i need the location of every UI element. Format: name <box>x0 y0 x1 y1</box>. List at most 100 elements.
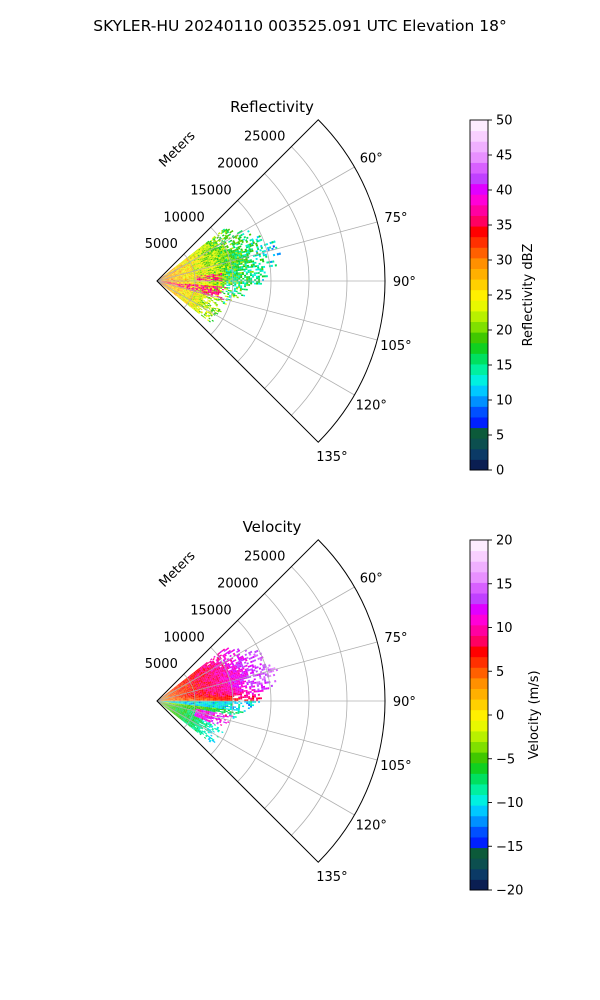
reflectivity-cell <box>192 285 195 287</box>
reflectivity-cell <box>162 278 165 279</box>
reflectivity-cell <box>177 263 180 266</box>
velocity-cell <box>207 681 210 683</box>
reflectivity-cell <box>186 278 189 280</box>
velocity-cell <box>213 690 216 692</box>
reflectivity-cell <box>204 276 207 278</box>
reflectivity-cell <box>235 246 238 250</box>
velocity-cell <box>246 669 250 672</box>
reflectivity-cell <box>171 287 174 289</box>
reflectivity-cell <box>215 297 219 300</box>
reflectivity-cell <box>257 266 260 269</box>
reflectivity-cell <box>183 270 186 272</box>
reflectivity-cell <box>188 276 191 278</box>
reflectivity-cell <box>195 309 198 311</box>
reflectivity-cell <box>173 272 176 274</box>
reflectivity-cell <box>192 254 195 256</box>
velocity-cell <box>213 671 216 674</box>
velocity-cell <box>174 696 177 697</box>
reflectivity-cell <box>226 264 229 267</box>
velocity-cell <box>176 690 179 693</box>
reflectivity-cell <box>176 290 179 292</box>
velocity-cell <box>221 665 225 668</box>
velocity-cell <box>192 677 195 680</box>
velocity-cell <box>207 661 211 664</box>
velocity-cell <box>197 674 200 677</box>
reflectivity-cell <box>211 319 214 322</box>
reflectivity-cell <box>162 283 165 285</box>
velocity-cell <box>207 664 210 667</box>
reflectivity-cell <box>258 262 261 265</box>
reflectivity-cell <box>234 274 237 276</box>
velocity-cell <box>225 688 228 691</box>
reflectivity-cell <box>255 268 258 271</box>
reflectivity-cell <box>188 273 191 275</box>
velocity-cell <box>196 693 199 695</box>
velocity-cell <box>199 682 202 684</box>
reflectivity-cell <box>202 244 205 247</box>
reflectivity-cell <box>238 275 241 277</box>
velocity-cell <box>225 687 228 689</box>
velocity-cell <box>257 693 260 696</box>
reflectivity-cell <box>215 246 218 249</box>
velocity-cell <box>172 691 175 693</box>
reflectivity-cell <box>226 256 229 259</box>
velocity-cell <box>197 670 200 673</box>
velocity-cell <box>164 696 167 698</box>
velocity-cell <box>196 680 199 682</box>
reflectivity-cell <box>208 245 211 248</box>
velocity-cell <box>259 676 262 680</box>
velocity-cell <box>249 664 252 668</box>
reflectivity-cell <box>166 275 169 277</box>
reflectivity-cell <box>201 297 204 299</box>
velocity-cell <box>190 697 193 699</box>
reflectivity-cell <box>198 277 201 279</box>
reflectivity-cell <box>214 266 217 268</box>
reflectivity-cell <box>179 297 182 300</box>
reflectivity-cell <box>196 252 199 255</box>
velocity-cell <box>176 695 179 697</box>
velocity-cell <box>233 672 236 675</box>
velocity-cell <box>200 698 203 700</box>
reflectivity-cell <box>170 283 173 284</box>
velocity-cell <box>209 675 212 678</box>
velocity-cell <box>239 661 243 664</box>
reflectivity-cell <box>202 272 205 274</box>
reflectivity-cell <box>198 266 201 269</box>
reflectivity-cell <box>213 312 217 315</box>
reflectivity-cell <box>184 281 187 283</box>
velocity-cell <box>189 685 192 687</box>
velocity-cell <box>205 668 208 671</box>
reflectivity-cell <box>246 253 249 256</box>
reflectivity-cell <box>207 299 210 301</box>
velocity-cell <box>218 693 221 695</box>
reflectivity-cell <box>162 277 165 279</box>
reflectivity-cell <box>212 296 215 299</box>
velocity-cell <box>214 678 217 680</box>
reflectivity-cell <box>172 286 175 288</box>
reflectivity-cell <box>215 271 218 273</box>
velocity-cell <box>246 694 249 697</box>
reflectivity-cell <box>196 281 199 283</box>
velocity-cell <box>192 696 195 698</box>
reflectivity-cell <box>184 273 187 275</box>
velocity-cell <box>168 691 171 693</box>
colorbar-band <box>470 363 488 376</box>
reflectivity-cell <box>214 257 217 259</box>
reflectivity-cell <box>171 273 174 275</box>
reflectivity-cell <box>196 262 200 264</box>
reflectivity-cell <box>160 277 162 279</box>
velocity-cell <box>209 676 212 679</box>
velocity-cell <box>199 666 202 669</box>
velocity-cell <box>197 691 200 693</box>
reflectivity-cell <box>214 253 217 256</box>
reflectivity-cell <box>219 267 222 269</box>
reflectivity-cell <box>248 243 252 246</box>
reflectivity-cell <box>208 276 211 278</box>
reflectivity-cell <box>165 282 167 284</box>
reflectivity-cell <box>195 255 198 257</box>
velocity-cell <box>228 698 231 700</box>
velocity-cell <box>180 697 183 699</box>
reflectivity-cell <box>230 275 233 278</box>
velocity-cell <box>164 697 167 699</box>
reflectivity-cell <box>183 293 186 295</box>
